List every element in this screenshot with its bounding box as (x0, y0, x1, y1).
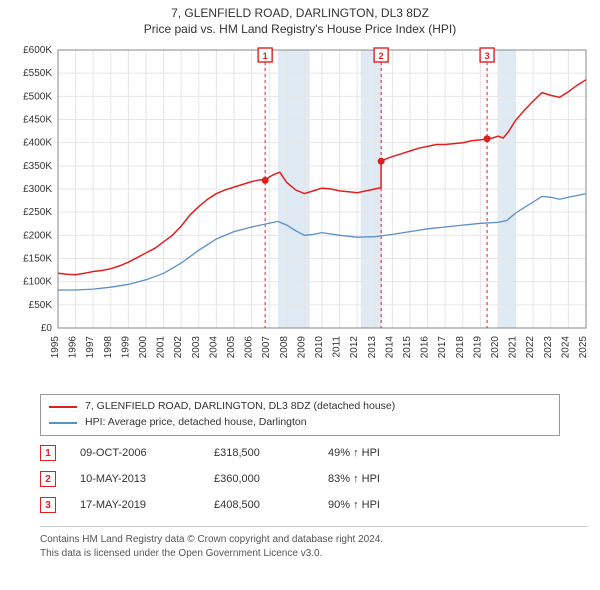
svg-text:2002: 2002 (173, 336, 184, 359)
svg-text:£50K: £50K (29, 300, 53, 311)
svg-text:2019: 2019 (472, 336, 483, 359)
svg-text:2009: 2009 (296, 336, 307, 359)
svg-text:£100K: £100K (23, 277, 52, 288)
svg-text:3: 3 (485, 51, 490, 61)
svg-text:2007: 2007 (261, 336, 272, 359)
sale-marker-icon: 2 (40, 471, 56, 487)
svg-text:1998: 1998 (103, 336, 114, 359)
table-row: 3 17-MAY-2019 £408,500 90% ↑ HPI (40, 492, 428, 518)
svg-text:2011: 2011 (332, 336, 343, 358)
svg-text:£600K: £600K (23, 45, 52, 56)
legend-swatch (49, 406, 77, 408)
svg-text:£150K: £150K (23, 254, 52, 265)
sale-price: £360,000 (214, 473, 304, 485)
legend-item: HPI: Average price, detached house, Darl… (49, 415, 551, 431)
footnote: Contains HM Land Registry data © Crown c… (40, 526, 588, 560)
sale-marker-icon: 3 (40, 497, 56, 513)
svg-text:2014: 2014 (384, 336, 395, 359)
svg-text:2025: 2025 (578, 336, 589, 359)
svg-text:2024: 2024 (560, 336, 571, 359)
svg-text:1995: 1995 (50, 336, 61, 359)
svg-text:£500K: £500K (23, 91, 52, 102)
svg-text:1: 1 (263, 51, 268, 61)
legend-item: 7, GLENFIELD ROAD, DARLINGTON, DL3 8DZ (… (49, 399, 551, 415)
sale-date: 17-MAY-2019 (80, 499, 190, 511)
table-row: 1 09-OCT-2006 £318,500 49% ↑ HPI (40, 440, 428, 466)
svg-text:2022: 2022 (525, 336, 536, 359)
sale-marker-icon: 1 (40, 445, 56, 461)
sale-date: 09-OCT-2006 (80, 447, 190, 459)
sale-date: 10-MAY-2013 (80, 473, 190, 485)
legend-swatch (49, 422, 77, 424)
svg-text:2004: 2004 (208, 336, 219, 359)
svg-text:2006: 2006 (244, 336, 255, 359)
svg-text:2005: 2005 (226, 336, 237, 359)
price-chart: £0 £50K £100K £150K £200K £250K £300K £350K £400… (8, 42, 592, 382)
legend-label: HPI: Average price, detached house, Darl… (85, 415, 307, 431)
svg-text:£450K: £450K (23, 115, 52, 126)
svg-text:£550K: £550K (23, 68, 52, 79)
svg-text:£0: £0 (41, 323, 53, 334)
svg-text:2012: 2012 (349, 336, 360, 359)
svg-text:2015: 2015 (402, 336, 413, 359)
svg-text:2003: 2003 (191, 336, 202, 359)
svg-text:2010: 2010 (314, 336, 325, 359)
svg-text:2: 2 (379, 51, 384, 61)
footnote-line: This data is licensed under the Open Gov… (40, 547, 588, 561)
sales-table: 1 09-OCT-2006 £318,500 49% ↑ HPI 2 10-MA… (40, 440, 428, 518)
svg-text:£300K: £300K (23, 184, 52, 195)
svg-text:1999: 1999 (120, 336, 131, 359)
svg-text:2018: 2018 (455, 336, 466, 359)
svg-text:1997: 1997 (85, 336, 96, 359)
legend-label: 7, GLENFIELD ROAD, DARLINGTON, DL3 8DZ (… (85, 399, 395, 415)
svg-text:£250K: £250K (23, 207, 52, 218)
sale-price: £408,500 (214, 499, 304, 511)
footnote-line: Contains HM Land Registry data © Crown c… (40, 533, 588, 547)
sale-price: £318,500 (214, 447, 304, 459)
svg-text:2016: 2016 (420, 336, 431, 359)
svg-text:2001: 2001 (156, 336, 167, 359)
svg-text:2008: 2008 (279, 336, 290, 359)
chart-legend: 7, GLENFIELD ROAD, DARLINGTON, DL3 8DZ (… (40, 394, 560, 436)
sale-pct: 90% ↑ HPI (328, 499, 428, 511)
sale-pct: 49% ↑ HPI (328, 447, 428, 459)
svg-text:2021: 2021 (508, 336, 519, 359)
svg-text:£400K: £400K (23, 138, 52, 149)
sale-pct: 83% ↑ HPI (328, 473, 428, 485)
svg-text:1996: 1996 (68, 336, 79, 359)
svg-text:2000: 2000 (138, 336, 149, 359)
page-subtitle: Price paid vs. HM Land Registry's House … (0, 22, 600, 36)
svg-text:£350K: £350K (23, 161, 52, 172)
svg-text:2023: 2023 (543, 336, 554, 359)
page-title: 7, GLENFIELD ROAD, DARLINGTON, DL3 8DZ (0, 6, 600, 20)
svg-text:£200K: £200K (23, 230, 52, 241)
table-row: 2 10-MAY-2013 £360,000 83% ↑ HPI (40, 466, 428, 492)
svg-text:2020: 2020 (490, 336, 501, 359)
svg-text:2017: 2017 (437, 336, 448, 359)
svg-text:2013: 2013 (367, 336, 378, 359)
